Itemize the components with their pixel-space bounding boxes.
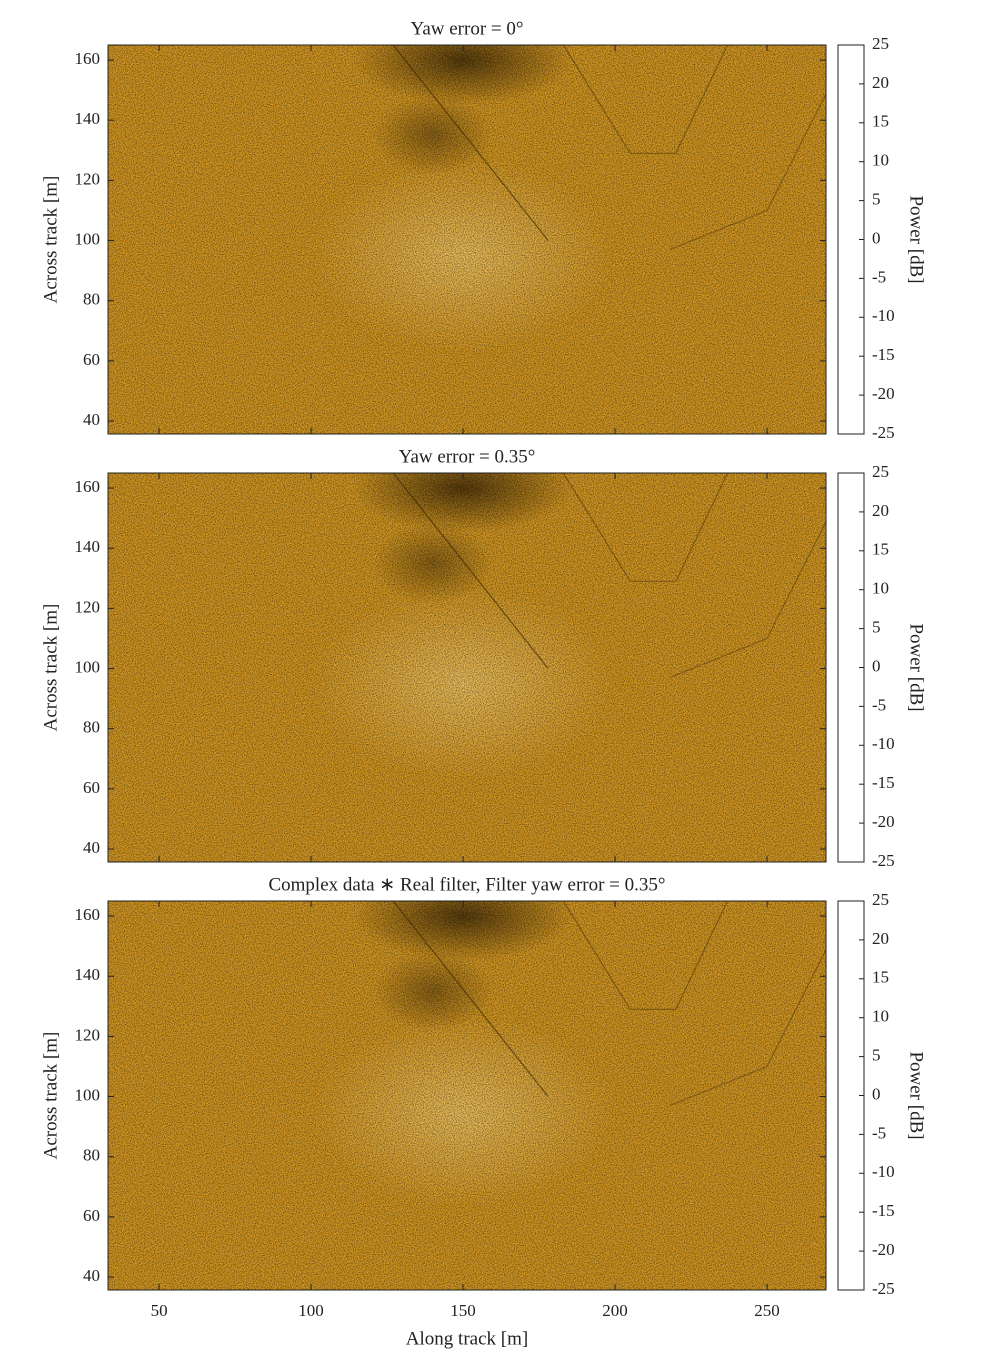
colorbar-tick-label: -20: [872, 384, 895, 403]
grain: [108, 901, 826, 1290]
colorbar-tick-label: 25: [872, 462, 889, 481]
y-tick-label: 80: [83, 718, 100, 737]
sonar-image: [108, 45, 826, 434]
x-tick-label: 250: [754, 1301, 780, 1320]
track: [562, 901, 729, 1010]
colorbar-tick-label: 5: [872, 618, 881, 637]
panel: Complex data ∗ Real filter, Filter yaw e…: [40, 874, 927, 1349]
x-tick-label: 150: [450, 1301, 476, 1320]
y-tick-label: 40: [83, 410, 100, 429]
colorbar-label: Power [dB]: [906, 623, 927, 711]
track: [669, 520, 826, 679]
panel-title: Complex data ∗ Real filter, Filter yaw e…: [268, 874, 665, 895]
colorbar-tick-label: 25: [872, 890, 889, 909]
panel: Yaw error = 0°Across track [m]4060801001…: [40, 18, 927, 442]
track: [669, 92, 826, 251]
colorbar-tick-label: -15: [872, 1201, 895, 1220]
y-tick-label: 160: [75, 49, 101, 68]
colorbar-tick-label: 0: [872, 228, 881, 247]
y-tick-label: 60: [83, 1206, 100, 1225]
track: [562, 45, 729, 154]
y-tick-label: 40: [83, 838, 100, 857]
colorbar-tick-label: -5: [872, 267, 886, 286]
y-axis-label: Across track [m]: [40, 176, 61, 304]
colorbar-tick-label: 20: [872, 501, 889, 520]
track: [392, 901, 549, 1097]
plot-frame: [107, 44, 827, 435]
grain: [108, 45, 826, 434]
y-tick-label: 120: [75, 1025, 101, 1044]
colorbar-label: Power [dB]: [906, 1051, 927, 1139]
grain: [108, 473, 826, 862]
y-tick-label: 120: [75, 597, 101, 616]
colorbar-tick-label: -25: [872, 423, 895, 442]
y-tick-label: 80: [83, 1146, 100, 1165]
plot-frame: [107, 472, 827, 863]
colorbar-tick-label: -10: [872, 1162, 895, 1181]
y-tick-label: 60: [83, 778, 100, 797]
sonar-image: [108, 901, 826, 1290]
colorbar-tick-label: -25: [872, 1279, 895, 1298]
panel: Yaw error = 0.35° Across track [m] 40 60 80 1…: [40, 446, 927, 870]
y-tick-label: 100: [75, 1085, 101, 1104]
colorbar-label: Power [dB]: [906, 195, 927, 283]
colorbar-tick-label: -20: [872, 812, 895, 831]
y-tick-label: 100: [75, 229, 101, 248]
y-tick-label: 140: [75, 965, 101, 984]
y-tick-label: 80: [83, 290, 100, 309]
track: [392, 473, 549, 669]
colorbar-tick-label: -15: [872, 773, 895, 792]
panel-title: Yaw error = 0.35°: [399, 446, 536, 467]
y-axis-label: Across track [m]: [40, 604, 61, 732]
x-tick-label: 100: [298, 1301, 324, 1320]
colorbar-tick-label: -10: [872, 734, 895, 753]
y-tick-label: 60: [83, 350, 100, 369]
y-tick-label: 100: [75, 657, 101, 676]
y-tick-label: 140: [75, 109, 101, 128]
colorbar-tick-label: 15: [872, 968, 889, 987]
plot-frame: [107, 900, 827, 1291]
colorbar-tick-label: 15: [872, 540, 889, 559]
colorbar-tick-label: -25: [872, 851, 895, 870]
y-tick-label: 120: [75, 169, 101, 188]
y-tick-label: 40: [83, 1266, 100, 1285]
colorbar-tick-label: -5: [872, 1123, 886, 1142]
x-axis-label: Along track [m]: [406, 1328, 528, 1349]
y-axis-label: Across track [m]: [40, 1032, 61, 1160]
track: [562, 473, 729, 582]
colorbar-tick-label: 0: [872, 1084, 881, 1103]
colorbar-tick-label: 10: [872, 151, 889, 170]
colorbar-tick-label: -20: [872, 1240, 895, 1259]
colorbar-tick-label: -10: [872, 306, 895, 325]
colorbar-tick-label: 5: [872, 190, 881, 209]
panel-title: Yaw error = 0°: [411, 18, 524, 39]
track: [669, 948, 826, 1107]
colorbar-tick-label: 10: [872, 579, 889, 598]
x-tick-label: 50: [151, 1301, 168, 1320]
y-tick-label: 160: [75, 477, 101, 496]
sonar-image: [108, 473, 826, 862]
track: [392, 45, 549, 241]
colorbar-tick-label: -15: [872, 345, 895, 364]
colorbar-tick-label: 10: [872, 1007, 889, 1026]
y-tick-label: 160: [75, 905, 101, 924]
y-tick-label: 140: [75, 537, 101, 556]
colorbar-tick-label: 15: [872, 112, 889, 131]
colorbar-tick-label: 25: [872, 34, 889, 53]
colorbar-tick-label: -5: [872, 695, 886, 714]
colorbar-tick-label: 5: [872, 1046, 881, 1065]
colorbar-tick-label: 0: [872, 656, 881, 675]
colorbar-tick-label: 20: [872, 73, 889, 92]
colorbar-tick-label: 20: [872, 929, 889, 948]
x-tick-label: 200: [602, 1301, 628, 1320]
